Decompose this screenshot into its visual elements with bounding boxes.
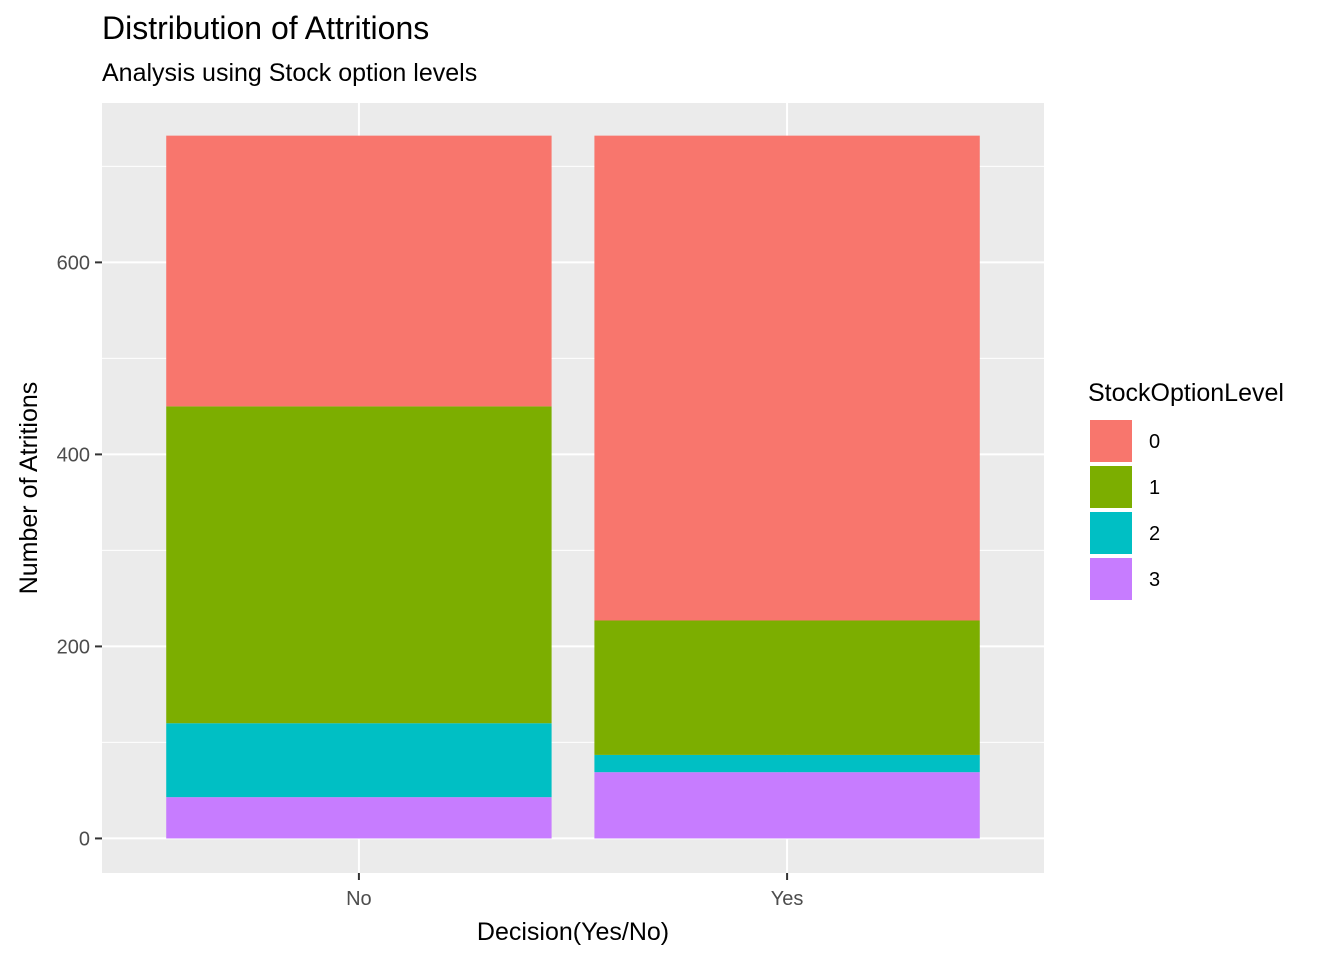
legend-key — [1088, 464, 1134, 510]
y-axis: 0 200 400 600 — [57, 252, 102, 850]
bar-segment — [594, 620, 980, 755]
y-tick-label: 600 — [57, 252, 90, 274]
legend-title: StockOptionLevel — [1088, 379, 1284, 407]
y-axis-title: Number of Atritions — [15, 382, 43, 595]
chart-subtitle: Analysis using Stock option levels — [102, 59, 478, 87]
bars — [166, 135, 980, 839]
bar-segment — [594, 754, 980, 773]
y-tick-label: 400 — [57, 444, 90, 466]
legend-key — [1088, 510, 1134, 556]
x-axis: No Yes — [346, 873, 803, 910]
x-tick-label: Yes — [771, 888, 804, 910]
legend: StockOptionLevel 0 1 2 3 — [1088, 379, 1284, 602]
legend-label: 3 — [1149, 569, 1160, 591]
x-axis-title: Decision(Yes/No) — [477, 918, 669, 946]
legend-label: 0 — [1149, 431, 1160, 453]
chart-title: Distribution of Attritions — [102, 10, 430, 46]
legend-key — [1088, 556, 1134, 602]
legend-key — [1088, 418, 1134, 464]
bar-segment — [594, 135, 980, 621]
bar-segment — [594, 772, 980, 839]
legend-label: 1 — [1149, 477, 1160, 499]
legend-label: 2 — [1149, 523, 1160, 545]
bar-segment — [166, 797, 552, 839]
bar-segment — [166, 135, 552, 407]
y-tick-label: 200 — [57, 636, 90, 658]
x-tick-label: No — [346, 888, 372, 910]
bar-segment — [166, 406, 552, 724]
bar-segment — [166, 723, 552, 798]
y-tick-label: 0 — [79, 828, 90, 850]
